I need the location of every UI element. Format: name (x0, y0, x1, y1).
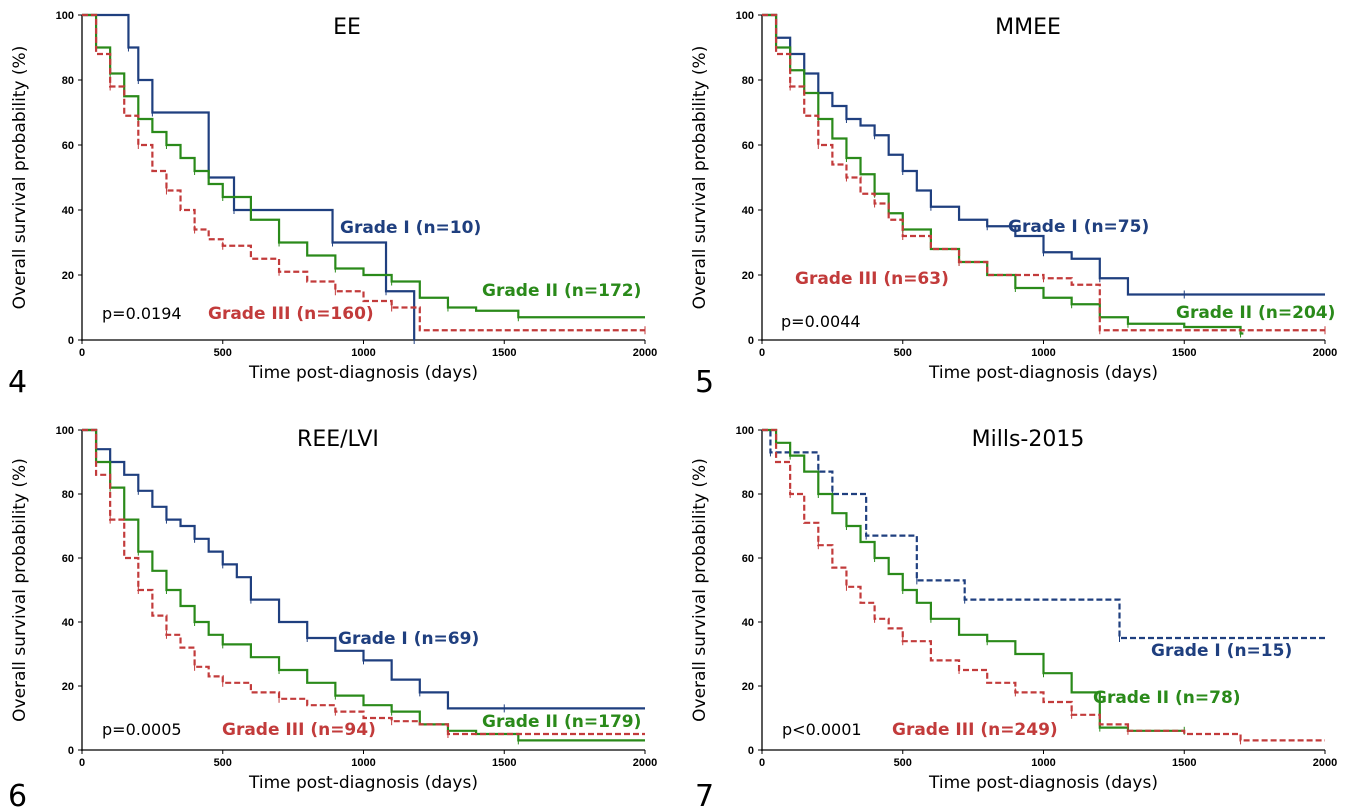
y-tick-label: 0 (68, 335, 74, 347)
x-tick-label: 0 (759, 757, 765, 769)
y-tick-label: 20 (62, 270, 74, 282)
x-tick-label: 1500 (492, 347, 516, 359)
y-tick-label: 100 (56, 10, 74, 22)
x-tick-label: 500 (214, 347, 232, 359)
y-tick-label: 0 (68, 745, 74, 757)
x-tick-label: 0 (79, 757, 85, 769)
x-tick-label: 2000 (633, 347, 657, 359)
p-value: p<0.0001 (782, 720, 862, 739)
survival-curve-grade3 (82, 428, 645, 736)
x-tick-label: 0 (759, 347, 765, 359)
series-label-grade1: Grade I (n=15) (1151, 641, 1292, 661)
p-value: p=0.0194 (102, 304, 182, 323)
x-tick-label: 500 (894, 757, 912, 769)
y-tick-label: 100 (736, 425, 754, 437)
y-tick-label: 40 (742, 617, 754, 629)
x-axis-label: Time post-diagnosis (days) (248, 363, 478, 383)
y-tick-label: 40 (62, 617, 74, 629)
chart-title: REE/LVI (297, 427, 379, 452)
x-tick-label: 2000 (1313, 347, 1337, 359)
p-value: p=0.0005 (102, 720, 182, 739)
y-tick-label: 80 (62, 489, 74, 501)
survival-curve-grade1 (762, 428, 1325, 640)
survival-curve-grade2 (82, 428, 645, 742)
y-tick-label: 0 (748, 745, 754, 757)
y-tick-label: 60 (62, 553, 74, 565)
survival-curve-grade3 (762, 428, 1325, 742)
y-tick-label: 40 (62, 205, 74, 217)
panel-number: 6 (8, 779, 27, 812)
y-tick-label: 80 (742, 489, 754, 501)
x-tick-label: 0 (79, 347, 85, 359)
chart-title: Mills-2015 (972, 427, 1085, 452)
survival-curve-grade2 (762, 428, 1185, 732)
x-tick-label: 2000 (633, 757, 657, 769)
y-tick-label: 80 (742, 75, 754, 87)
y-tick-label: 20 (742, 270, 754, 282)
y-axis-label: Overall survival probability (%) (690, 46, 710, 310)
y-tick-label: 100 (736, 10, 754, 22)
y-tick-label: 0 (748, 335, 754, 347)
y-tick-label: 40 (742, 205, 754, 217)
y-tick-label: 60 (742, 140, 754, 152)
x-tick-label: 500 (214, 757, 232, 769)
x-tick-label: 1000 (1031, 347, 1055, 359)
y-tick-label: 60 (742, 553, 754, 565)
x-tick-label: 2000 (1313, 757, 1337, 769)
series-label-grade3: Grade III (n=94) (222, 720, 376, 740)
series-label-grade2: Grade II (n=172) (482, 281, 641, 301)
x-tick-label: 500 (894, 347, 912, 359)
series-label-grade1: Grade I (n=69) (338, 629, 479, 649)
chart-title: EE (333, 15, 361, 40)
x-axis-label: Time post-diagnosis (days) (928, 773, 1158, 793)
panel-number: 7 (695, 779, 714, 812)
x-tick-label: 1000 (351, 347, 375, 359)
x-tick-label: 1500 (1172, 347, 1196, 359)
survival-curve-grade3 (82, 13, 645, 332)
panel-number: 4 (8, 365, 27, 400)
survival-curve-grade2 (762, 13, 1244, 335)
series-label-grade2: Grade II (n=78) (1093, 688, 1241, 708)
chart-title: MMEE (995, 15, 1061, 40)
y-axis-label: Overall survival probability (%) (10, 46, 30, 310)
series-label-grade1: Grade I (n=75) (1008, 217, 1149, 237)
series-label-grade3: Grade III (n=63) (795, 269, 949, 289)
x-tick-label: 1000 (351, 757, 375, 769)
survival-curve-grade1 (82, 428, 645, 710)
series-label-grade3: Grade III (n=249) (892, 720, 1058, 740)
p-value: p=0.0044 (781, 312, 861, 331)
y-tick-label: 20 (742, 681, 754, 693)
x-tick-label: 1500 (492, 757, 516, 769)
y-axis-label: Overall survival probability (%) (690, 458, 710, 722)
y-axis-label: Overall survival probability (%) (10, 458, 30, 722)
series-label-grade3: Grade III (n=160) (208, 304, 374, 324)
survival-curve-grade1 (82, 13, 416, 340)
y-tick-label: 80 (62, 75, 74, 87)
series-label-grade2: Grade II (n=179) (482, 712, 641, 732)
x-axis-label: Time post-diagnosis (days) (928, 363, 1158, 383)
y-tick-label: 60 (62, 140, 74, 152)
x-axis-label: Time post-diagnosis (days) (248, 773, 478, 793)
x-tick-label: 1500 (1172, 757, 1196, 769)
series-label-grade2: Grade II (n=204) (1176, 303, 1335, 323)
panel-number: 5 (695, 365, 714, 400)
y-tick-label: 20 (62, 681, 74, 693)
series-label-grade1: Grade I (n=10) (340, 218, 481, 238)
y-tick-label: 100 (56, 425, 74, 437)
survival-curve-grade2 (82, 13, 645, 319)
survival-curve-grade3 (762, 13, 1325, 332)
x-tick-label: 1000 (1031, 757, 1055, 769)
